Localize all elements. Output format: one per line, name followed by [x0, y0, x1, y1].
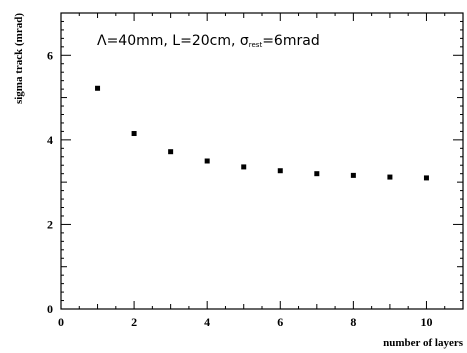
- data-points: [95, 85, 429, 181]
- data-point: [168, 149, 174, 155]
- data-point: [277, 168, 283, 174]
- y-tick-label: 0: [47, 302, 53, 316]
- x-axis-title: number of layers: [383, 337, 464, 349]
- annotation-prefix: Λ=40mm, L=20cm, σ: [97, 33, 249, 49]
- data-point: [350, 172, 356, 178]
- chart-annotation: Λ=40mm, L=20cm, σrest=6mrad: [97, 33, 320, 49]
- y-tick-label: 6: [47, 48, 53, 62]
- annotation-suffix: =6mrad: [262, 33, 320, 49]
- data-point: [95, 85, 101, 91]
- data-point: [423, 175, 429, 181]
- x-tick-label: 10: [420, 315, 432, 329]
- data-point: [314, 171, 320, 177]
- data-point: [241, 164, 247, 170]
- y-tick-labels: 0 2 4 6: [47, 48, 53, 316]
- plot-frame: [60, 12, 464, 310]
- axis-ticks: [60, 12, 464, 310]
- data-point: [131, 131, 137, 137]
- x-tick-label: 4: [204, 315, 210, 329]
- data-point: [204, 158, 210, 164]
- y-axis-title: sigma track (mrad): [13, 13, 25, 104]
- x-tick-label: 2: [131, 315, 137, 329]
- x-tick-label: 6: [277, 315, 283, 329]
- x-tick-labels: 0 2 4 6 8 10: [58, 315, 432, 329]
- y-tick-label: 4: [47, 133, 53, 147]
- annotation-subscript: rest: [249, 41, 263, 49]
- x-tick-label: 8: [350, 315, 356, 329]
- data-point: [387, 174, 393, 180]
- x-tick-label: 0: [58, 315, 64, 329]
- y-tick-label: 2: [47, 217, 53, 231]
